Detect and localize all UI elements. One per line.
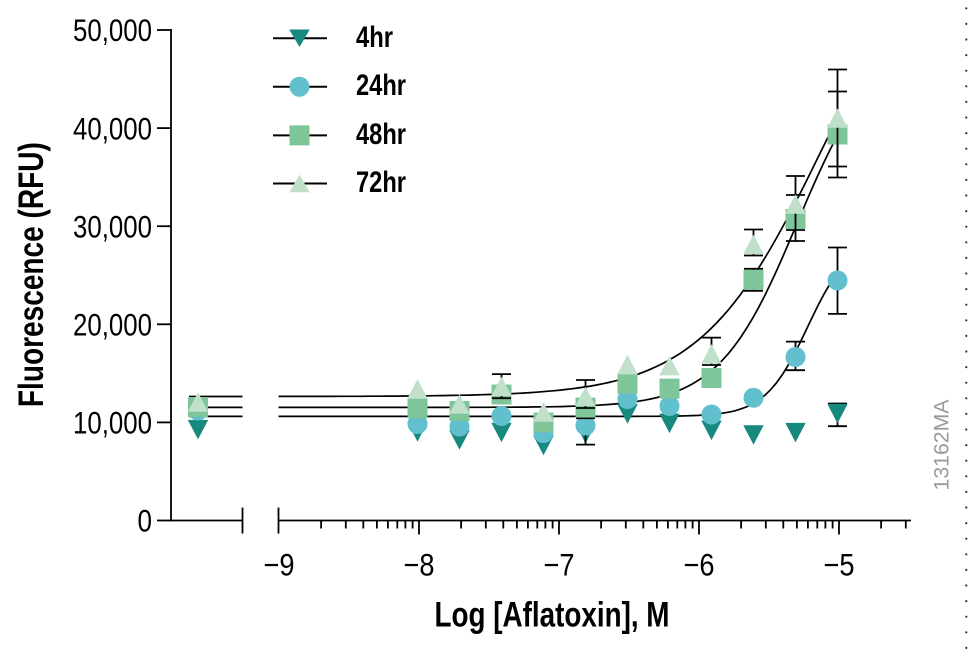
svg-text:40,000: 40,000: [73, 110, 152, 146]
svg-text:−7: −7: [544, 547, 575, 583]
svg-text:Fluorescence (RFU): Fluorescence (RFU): [12, 142, 51, 407]
svg-text:30,000: 30,000: [73, 208, 152, 244]
svg-text:0: 0: [138, 503, 153, 539]
svg-text:−8: −8: [404, 547, 435, 583]
svg-text:72hr: 72hr: [356, 166, 406, 199]
svg-text:20,000: 20,000: [73, 307, 152, 343]
svg-text:24hr: 24hr: [356, 69, 406, 102]
svg-text:−9: −9: [264, 547, 295, 583]
svg-text:4hr: 4hr: [356, 21, 393, 54]
svg-text:−5: −5: [824, 547, 855, 583]
svg-text:−6: −6: [684, 547, 715, 583]
svg-text:13162MA: 13162MA: [931, 400, 954, 491]
svg-text:50,000: 50,000: [73, 12, 152, 48]
svg-text:10,000: 10,000: [73, 405, 152, 441]
svg-text:48hr: 48hr: [356, 118, 406, 151]
svg-text:Log [Aflatoxin], M: Log [Aflatoxin], M: [435, 595, 670, 634]
